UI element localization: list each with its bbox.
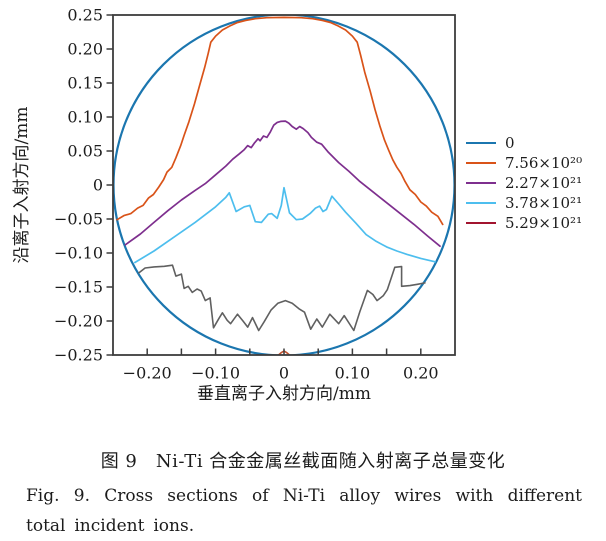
legend-item: 5.29×10²¹: [466, 213, 582, 233]
x-axis-label: 垂直离子入射方向/mm: [197, 384, 371, 404]
y-tick-label: −0.15: [54, 278, 103, 297]
legend: 0 7.56×10²⁰ 2.27×10²¹ 3.78×10²¹ 5.29×10²¹: [466, 133, 582, 233]
y-tick-label: −0.05: [54, 210, 103, 229]
legend-line-swatch: [466, 142, 496, 144]
plot-curves: [113, 15, 455, 355]
legend-line-swatch: [466, 162, 496, 164]
legend-line-swatch: [466, 222, 496, 224]
series-line-1: [116, 16, 444, 226]
legend-item: 7.56×10²⁰: [466, 153, 582, 173]
caption-en: Fig. 9. Cross sections of Ni-Ti alloy wi…: [26, 486, 582, 536]
y-tick-label: 0.15: [67, 74, 103, 93]
cross-section-chart: 0.25 0.20 0.15 0.10 0.05 0 −0.05 −0.10 −0.15 −0.2…: [12, 6, 456, 404]
y-tick-label: −0.10: [54, 244, 103, 263]
caption-zh: 图 9 Ni-Ti 合金金属丝截面随入射离子总量变化: [100, 451, 506, 472]
legend-line-swatch: [466, 182, 496, 184]
series-circle-0: [113, 15, 455, 355]
legend-label: 2.27×10²¹: [505, 173, 583, 192]
y-tick-label: −0.20: [54, 312, 103, 331]
y-tick-label: 0: [93, 176, 103, 195]
x-tick-label: −0.10: [191, 364, 240, 383]
legend-item: 2.27×10²¹: [466, 173, 582, 193]
legend-label: 3.78×10²¹: [505, 193, 583, 212]
series-line-3: [134, 186, 437, 264]
legend-label: 7.56×10²⁰: [505, 153, 583, 172]
legend-label: 0: [505, 133, 515, 152]
y-tick-label: 0.25: [67, 6, 103, 25]
y-tick-label: 0.05: [67, 142, 103, 161]
legend-item: 3.78×10²¹: [466, 193, 582, 213]
series-line-2: [124, 120, 441, 248]
y-axis-label: 沿离子入射方向/mm: [12, 107, 32, 264]
x-tick-label: −0.20: [123, 364, 172, 383]
series-line-5: [138, 264, 426, 332]
legend-item: 0: [466, 133, 582, 153]
legend-label: 5.29×10²¹: [505, 213, 583, 232]
y-tick-label: 0.20: [67, 40, 103, 59]
legend-line-swatch: [466, 202, 496, 204]
axes-box: [112, 14, 456, 356]
x-tick-label: 0.10: [335, 364, 371, 383]
axis-ticks: 0.25 0.20 0.15 0.10 0.05 0 −0.05 −0.10 −0.15 −0.2…: [54, 6, 439, 383]
x-tick-label: 0.20: [403, 364, 439, 383]
y-tick-label: −0.25: [54, 346, 103, 365]
y-tick-label: 0.10: [67, 108, 103, 127]
x-tick-label: 0: [279, 364, 289, 383]
